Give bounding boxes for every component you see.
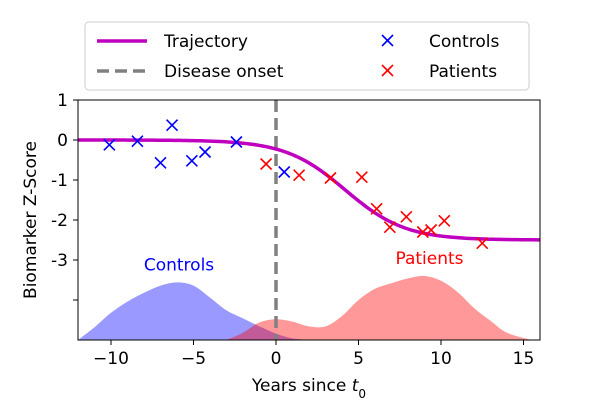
- x-tick-label: 0: [271, 349, 282, 369]
- patients-point: [425, 223, 438, 237]
- controls-distribution-area: [78, 282, 309, 340]
- marker-stroke: [425, 223, 438, 237]
- marker-stroke: [324, 171, 337, 185]
- controls-distribution-label: Controls: [144, 255, 214, 275]
- y-tick-label: 1: [57, 91, 68, 111]
- x-tick-label: 15: [513, 349, 535, 369]
- x-tick-label: 10: [430, 349, 452, 369]
- patients-point: [293, 169, 306, 182]
- marker-stroke: [198, 145, 212, 159]
- y-tick-label: 0: [57, 131, 68, 151]
- controls-point: [198, 145, 212, 159]
- x-tick-label: 5: [353, 349, 364, 369]
- marker-stroke: [260, 157, 273, 171]
- controls-point: [103, 138, 116, 151]
- legend-patients-label: Patients: [429, 62, 497, 82]
- marker-stroke: [230, 135, 243, 149]
- patients-point: [370, 202, 383, 215]
- marker-stroke: [383, 221, 396, 234]
- marker-stroke: [400, 210, 413, 223]
- controls-point: [154, 156, 167, 169]
- legend-controls-marker: [381, 34, 394, 47]
- trajectory-layer: [77, 138, 541, 242]
- x-tick-label: −10: [93, 349, 129, 369]
- marker-stroke: [355, 171, 368, 184]
- y-axis-ticks: 1 0 -1 -2 -3: [51, 91, 78, 301]
- controls-point: [185, 154, 198, 167]
- marker-stroke: [438, 214, 451, 227]
- controls-point: [278, 165, 291, 179]
- controls-point: [230, 135, 243, 149]
- marker-stroke: [416, 225, 429, 239]
- y-tick-label: -1: [51, 171, 68, 191]
- marker-stroke: [476, 237, 489, 250]
- patients-point: [383, 221, 396, 234]
- patients-distribution-label: Patients: [395, 249, 463, 269]
- marker-stroke: [154, 156, 167, 169]
- marker-stroke: [165, 119, 179, 132]
- legend-box: [84, 21, 530, 91]
- controls-point: [131, 135, 144, 148]
- marker-stroke: [103, 138, 116, 151]
- controls-point: [165, 119, 179, 132]
- x-axis-label: Years since t0: [251, 376, 366, 400]
- x-axis-ticks: −10 −5 0 5 10 15: [93, 340, 534, 369]
- marker-stroke: [185, 154, 198, 167]
- x-tick-label: −5: [181, 349, 206, 369]
- patients-point: [324, 171, 337, 185]
- points-layer: [103, 119, 489, 250]
- patients-point: [476, 237, 489, 250]
- marker-stroke: [131, 135, 144, 148]
- marker-stroke: [370, 202, 383, 215]
- patients-point: [260, 157, 273, 171]
- marker-stroke: [293, 169, 306, 182]
- patients-point: [438, 214, 451, 227]
- patients-point: [355, 171, 368, 184]
- distribution-layer: [78, 275, 532, 340]
- legend-patients-marker: [381, 64, 394, 77]
- trajectory-line: [77, 138, 541, 242]
- y-tick-label: -2: [51, 211, 68, 231]
- patients-point: [400, 210, 413, 223]
- legend-onset-label: Disease onset: [164, 62, 284, 82]
- y-axis-label: Biomarker Z-Score: [21, 141, 41, 299]
- legend-trajectory-label: Trajectory: [163, 32, 248, 52]
- legend: Trajectory Disease onset Controls Patien…: [84, 21, 530, 91]
- patients-distribution-area: [226, 275, 532, 340]
- marker-stroke: [278, 165, 291, 179]
- y-tick-label: -3: [51, 251, 68, 271]
- legend-controls-label: Controls: [429, 32, 499, 52]
